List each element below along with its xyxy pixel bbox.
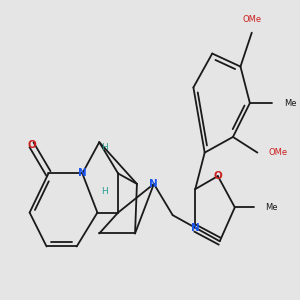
Text: OMe: OMe [242, 15, 261, 24]
Text: N: N [78, 169, 87, 178]
Text: OMe: OMe [269, 148, 288, 157]
Text: O: O [27, 140, 36, 150]
Text: Me: Me [265, 203, 278, 212]
Text: Me: Me [284, 99, 296, 108]
Text: H: H [101, 143, 108, 152]
Text: O: O [214, 171, 222, 181]
Text: N: N [191, 223, 200, 233]
Text: N: N [149, 179, 158, 189]
Text: H: H [101, 187, 108, 196]
